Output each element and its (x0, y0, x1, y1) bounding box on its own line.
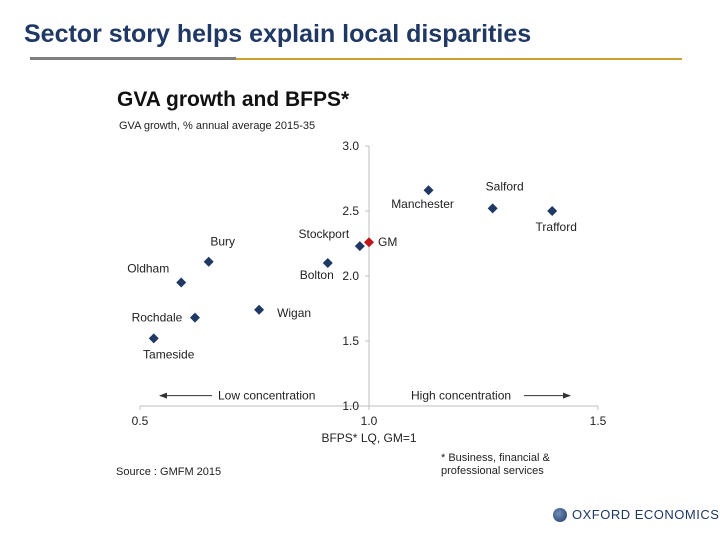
slide-title: Sector story helps explain local dispari… (24, 20, 532, 48)
data-label-gm: GM (378, 235, 397, 249)
data-label-tameside: Tameside (143, 347, 195, 361)
data-label-wigan: Wigan (277, 306, 311, 320)
x-tick-label: 1.0 (361, 414, 378, 428)
y-tick-label: 3.0 (342, 139, 359, 153)
data-point-bolton (322, 258, 333, 268)
x-tick-label: 0.5 (132, 414, 149, 428)
data-label-oldham: Oldham (127, 262, 169, 276)
x-tick-label: 1.5 (590, 414, 607, 428)
chart-subtitle: GVA growth, % annual average 2015-35 (119, 120, 316, 132)
title-underline-accent (30, 57, 236, 60)
y-tick-label: 1.0 (342, 399, 359, 413)
oxford-economics-logo: OXFORD ECONOMICS (553, 507, 719, 522)
source-note: Source : GMFM 2015 (116, 466, 222, 478)
chart-title: GVA growth and BFPS* (117, 88, 350, 111)
data-point-rochdale (189, 312, 200, 323)
data-point-salford (487, 203, 498, 214)
low-concentration-label: Low concentration (218, 389, 315, 403)
data-label-bury: Bury (210, 235, 235, 249)
data-point-bury (203, 256, 214, 267)
data-point-oldham (176, 277, 187, 288)
y-tick-label: 2.5 (342, 204, 359, 218)
logo-text: OXFORD ECONOMICS (572, 507, 720, 522)
data-label-bolton: Bolton (300, 268, 334, 282)
data-point-tameside (148, 333, 159, 344)
data-label-trafford: Trafford (536, 220, 577, 234)
x-axis-label: BFPS* LQ, GM=1 (321, 431, 416, 445)
data-label-manchester: Manchester (391, 197, 454, 211)
globe-icon (553, 507, 567, 522)
data-point-gm (364, 237, 374, 248)
y-tick-label: 2.0 (342, 269, 359, 283)
data-point-trafford (547, 206, 558, 216)
data-point-stockport (354, 241, 365, 252)
high-concentration-label: High concentration (411, 389, 511, 403)
data-label-stockport: Stockport (298, 227, 349, 241)
data-point-manchester (423, 185, 434, 196)
data-label-salford: Salford (486, 179, 524, 193)
y-tick-label: 1.5 (342, 334, 359, 348)
title-underline (30, 58, 682, 60)
data-label-rochdale: Rochdale (132, 311, 183, 325)
data-point-wigan (254, 304, 265, 315)
footnote: * Business, financial & professional ser… (441, 452, 550, 477)
